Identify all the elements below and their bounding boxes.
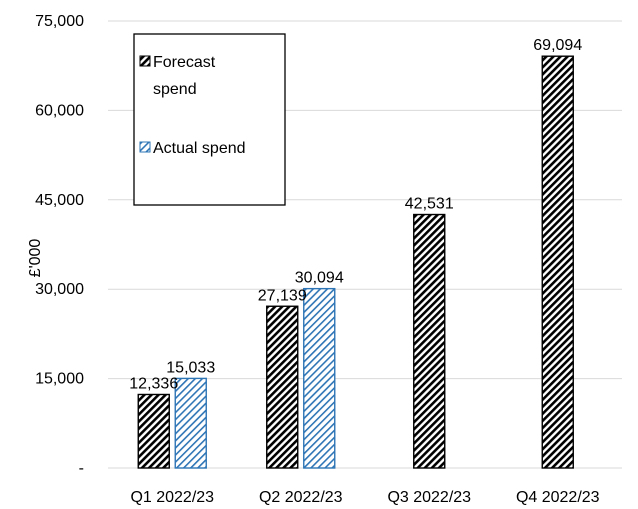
bar-forecast bbox=[137, 393, 170, 469]
legend-swatch-actual bbox=[139, 141, 151, 153]
legend-swatch-forecast bbox=[139, 55, 151, 67]
y-tick-label: 30,000 bbox=[35, 281, 84, 298]
x-tick-label: Q2 2022/23 bbox=[259, 489, 343, 506]
x-tick-label: Q4 2022/23 bbox=[516, 489, 600, 506]
legend: Forecast spend Actual spend bbox=[133, 33, 286, 206]
bar-actual bbox=[303, 287, 336, 469]
data-label: 69,094 bbox=[533, 37, 582, 54]
data-label: 12,336 bbox=[129, 375, 178, 392]
y-axis-label: £'000 bbox=[27, 239, 44, 278]
legend-label-forecast-line2: spend bbox=[153, 81, 197, 98]
data-label: 15,033 bbox=[166, 359, 215, 376]
data-label: 30,094 bbox=[295, 270, 344, 287]
y-tick-label: 60,000 bbox=[35, 102, 84, 119]
data-label: 27,139 bbox=[258, 287, 307, 304]
y-tick-label: 15,000 bbox=[35, 371, 84, 388]
legend-label-actual: Actual spend bbox=[153, 140, 246, 157]
bar-forecast bbox=[413, 213, 446, 469]
bar-actual bbox=[174, 377, 207, 469]
x-tick-label: Q3 2022/23 bbox=[387, 489, 471, 506]
x-axis-ticks: Q1 2022/23 Q2 2022/23 Q3 2022/23 Q4 2022/23 bbox=[130, 489, 599, 506]
bar-forecast bbox=[266, 305, 299, 469]
bars bbox=[137, 55, 574, 469]
y-axis-ticks: - 15,000 30,000 45,000 60,000 75,000 bbox=[35, 13, 84, 477]
x-tick-label: Q1 2022/23 bbox=[130, 489, 214, 506]
y-tick-label: - bbox=[79, 460, 84, 477]
y-tick-label: 45,000 bbox=[35, 192, 84, 209]
y-tick-label: 75,000 bbox=[35, 13, 84, 30]
legend-box bbox=[133, 33, 286, 206]
bar-forecast bbox=[541, 55, 574, 469]
legend-label-forecast-line1: Forecast bbox=[153, 54, 216, 71]
data-label: 42,531 bbox=[405, 196, 454, 213]
